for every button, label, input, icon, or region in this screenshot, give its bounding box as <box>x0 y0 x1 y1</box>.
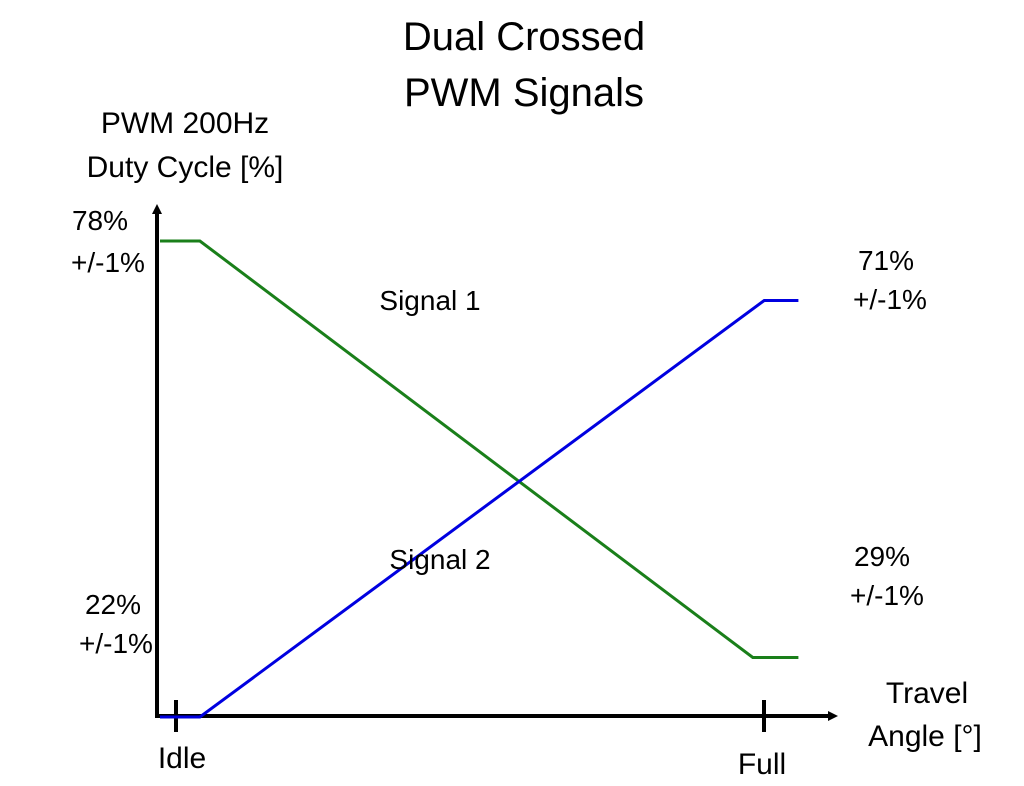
chart-title-line-1: Dual Crossed <box>403 15 645 59</box>
signal-1-end-tolerance: +/-1% <box>850 580 924 611</box>
x-axis-title-line-2: Angle [°] <box>868 720 982 753</box>
x-tick-label-idle: Idle <box>158 742 206 775</box>
signal-2-end-value: 71% <box>858 245 914 276</box>
series-label-signal-2: Signal 2 <box>389 544 490 575</box>
chart-title-line-2: PWM Signals <box>404 71 644 115</box>
y-axis-title-line-1: PWM 200Hz <box>101 107 269 140</box>
signal-2-end-tolerance: +/-1% <box>853 284 927 315</box>
signal-1-start-value: 78% <box>72 205 128 236</box>
x-tick-label-full: Full <box>738 748 786 781</box>
signal-2-start-value: 22% <box>85 589 141 620</box>
y-axis-title-line-2: Duty Cycle [%] <box>87 151 284 184</box>
signal-2-start-tolerance: +/-1% <box>79 628 153 659</box>
signal-1-end-value: 29% <box>854 541 910 572</box>
series-label-signal-1: Signal 1 <box>379 285 480 316</box>
signal-1-start-tolerance: +/-1% <box>71 247 145 278</box>
series-line-signal-1 <box>160 239 799 659</box>
x-axis-title-line-1: Travel <box>886 677 968 710</box>
series-line-signal-2 <box>160 299 799 719</box>
